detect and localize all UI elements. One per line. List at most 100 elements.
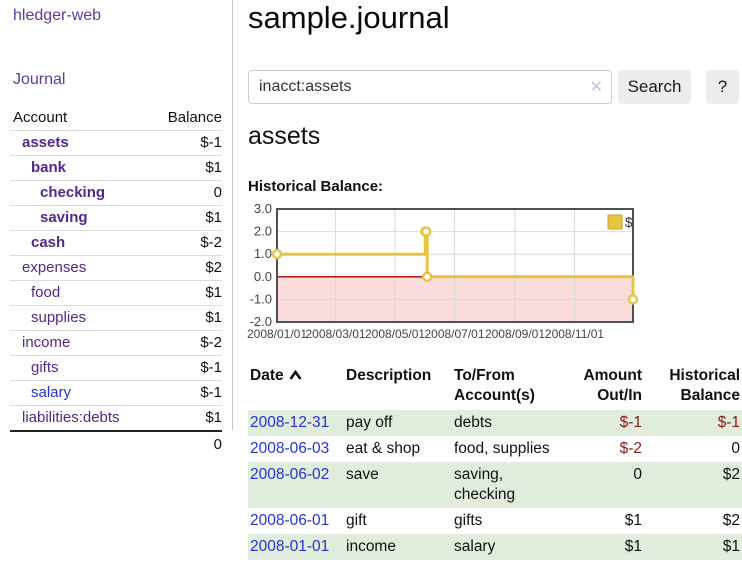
register-table: Date Description To/From Account(s) Amou… <box>248 364 742 560</box>
search-button[interactable]: Search <box>618 70 691 104</box>
transaction-balance: $2 <box>722 512 740 529</box>
search-row: ✕ Search ? <box>248 70 742 104</box>
total-balance: 0 <box>213 436 222 453</box>
sidebar-item-journal[interactable]: Journal <box>13 71 66 88</box>
account-row: income $-2 <box>10 330 222 356</box>
account-balance: $-1 <box>200 134 222 151</box>
transaction-amount: 0 <box>633 466 642 483</box>
description-column-header: Description <box>346 367 432 384</box>
svg-text:1.0: 1.0 <box>254 246 272 261</box>
total-row: 0 <box>10 431 222 458</box>
transaction-row: 2008-06-02 save saving, checking 0 $2 <box>248 462 742 508</box>
account-row: liabilities:debts $1 <box>10 405 222 432</box>
historical-balance-chart: 3.0 2.0 1.0 0.0 -1.0 -2.0 2008/01/01 2008/03/01… <box>247 201 648 348</box>
account-link-expenses[interactable]: expenses <box>22 259 87 276</box>
account-balance: $2 <box>205 259 222 276</box>
account-balance: $1 <box>205 309 222 326</box>
search-input[interactable] <box>248 70 612 104</box>
account-column-header: Account <box>13 109 68 126</box>
transaction-accounts: debts <box>454 414 492 431</box>
svg-text:2008/03/01: 2008/03/01 <box>305 327 365 341</box>
transaction-balance: $-1 <box>717 414 740 431</box>
svg-text:2008/05/01: 2008/05/01 <box>365 327 425 341</box>
chart-legend-label: $ <box>625 215 633 230</box>
account-link-saving[interactable]: saving <box>40 209 88 226</box>
svg-text:-1.0: -1.0 <box>250 291 272 306</box>
svg-text:0.0: 0.0 <box>254 269 272 284</box>
account-balance: $-1 <box>200 359 222 376</box>
transaction-amount: $-1 <box>619 414 642 431</box>
account-link-salary[interactable]: salary <box>31 384 72 401</box>
amount-column-header: Amount Out/In <box>583 367 642 404</box>
account-link-gifts[interactable]: gifts <box>31 359 59 376</box>
transaction-description: income <box>346 538 396 555</box>
transaction-row: 2008-12-31 pay off debts $-1 $-1 <box>248 410 742 436</box>
sidebar: hledger-web Journal Account Balance asse… <box>0 0 232 460</box>
account-balance-table: Account Balance assets $-1 bank $1 checking 0… <box>10 106 222 458</box>
clear-search-icon[interactable]: ✕ <box>589 79 603 96</box>
transaction-accounts: saving, checking <box>454 466 516 503</box>
account-row: bank $1 <box>10 155 222 181</box>
account-row: food $1 <box>10 280 222 306</box>
transaction-row: 2008-06-03 eat & shop food, supplies $-2 0 <box>248 436 742 462</box>
svg-text:-2.0: -2.0 <box>250 314 272 329</box>
svg-text:2008/09/01: 2008/09/01 <box>485 327 545 341</box>
transaction-description: pay off <box>346 414 393 431</box>
account-row: cash $-2 <box>10 230 222 256</box>
transaction-description: gift <box>346 512 367 529</box>
app-brand-link[interactable]: hledger-web <box>13 7 102 24</box>
transaction-description: eat & shop <box>346 440 421 457</box>
transaction-row: 2008-06-01 gift gifts $1 $2 <box>248 508 742 534</box>
svg-text:2.0: 2.0 <box>254 224 272 239</box>
account-balance: $-2 <box>200 234 222 251</box>
balance-column-header-register: Historical Balance <box>669 367 740 404</box>
transaction-amount: $1 <box>624 538 642 555</box>
chart-title: Historical Balance: <box>248 178 384 195</box>
transaction-date-link[interactable]: 2008-01-01 <box>250 538 330 555</box>
svg-text:2008/07/01: 2008/07/01 <box>424 327 484 341</box>
transaction-date-link[interactable]: 2008-12-31 <box>250 414 330 431</box>
account-row: salary $-1 <box>10 380 222 406</box>
transaction-date-link[interactable]: 2008-06-02 <box>250 466 330 483</box>
transaction-description: save <box>346 466 379 483</box>
sidebar-divider <box>232 0 233 430</box>
account-balance: $-2 <box>200 334 222 351</box>
date-column-header[interactable]: Date <box>248 364 344 410</box>
page-title: sample.journal <box>248 0 450 35</box>
sort-ascending-icon <box>289 367 302 387</box>
account-balance: $1 <box>205 159 222 176</box>
svg-text:2008/01/01: 2008/01/01 <box>247 327 307 341</box>
account-link-checking[interactable]: checking <box>40 184 106 201</box>
account-heading: assets <box>248 122 321 150</box>
transaction-amount: $1 <box>624 512 642 529</box>
transaction-balance: $2 <box>722 466 740 483</box>
account-row: assets $-1 <box>10 130 222 156</box>
svg-text:2008/11/01: 2008/11/01 <box>545 327 604 341</box>
account-balance: 0 <box>213 184 222 201</box>
account-row: checking 0 <box>10 180 222 206</box>
account-balance: $1 <box>205 209 222 226</box>
account-link-food[interactable]: food <box>31 284 61 301</box>
account-link-cash[interactable]: cash <box>31 234 66 251</box>
account-row: supplies $1 <box>10 305 222 331</box>
accounts-column-header: To/From Account(s) <box>454 367 535 404</box>
account-row: expenses $2 <box>10 255 222 281</box>
account-link-bank[interactable]: bank <box>31 159 67 176</box>
svg-text:3.0: 3.0 <box>254 201 272 216</box>
account-row: gifts $-1 <box>10 355 222 381</box>
account-balance: $1 <box>205 409 222 426</box>
transaction-accounts: gifts <box>454 512 483 529</box>
transaction-date-link[interactable]: 2008-06-03 <box>250 440 330 457</box>
help-button[interactable]: ? <box>706 70 739 104</box>
transaction-date-link[interactable]: 2008-06-01 <box>250 512 330 529</box>
transaction-accounts: salary <box>454 538 496 555</box>
account-link-assets[interactable]: assets <box>22 134 69 151</box>
account-link-liabilities-debts[interactable]: liabilities:debts <box>22 409 120 426</box>
transaction-balance: 0 <box>731 440 740 457</box>
account-balance: $1 <box>205 284 222 301</box>
account-link-supplies[interactable]: supplies <box>31 309 87 326</box>
balance-column-header: Balance <box>167 109 222 126</box>
transaction-amount: $-2 <box>619 440 642 457</box>
account-balance: $-1 <box>200 384 222 401</box>
account-link-income[interactable]: income <box>22 334 71 351</box>
